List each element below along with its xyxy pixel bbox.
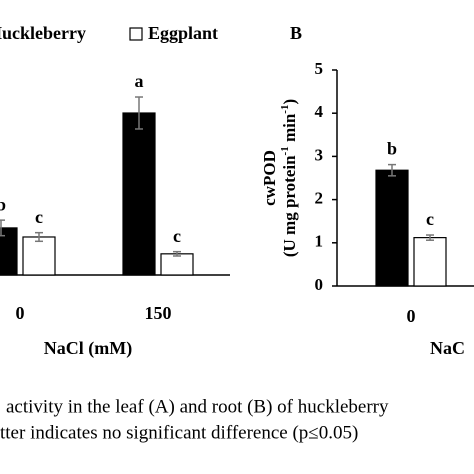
legend-label: Eggplant <box>148 23 218 43</box>
y-axis-units: (U mg protein-1 min-1) <box>279 99 299 257</box>
legend-label: Huckleberry <box>0 23 86 43</box>
bar <box>413 237 447 287</box>
significance-letter: a <box>135 71 144 91</box>
significance-letter: b <box>387 139 397 159</box>
y-tick-label: 0 <box>315 275 324 294</box>
x-axis-title: NaC <box>430 338 465 358</box>
bar <box>122 112 156 276</box>
bar <box>22 236 56 276</box>
significance-letter: c <box>173 226 181 246</box>
legend-swatch <box>129 27 143 41</box>
y-tick-label: 5 <box>315 59 324 78</box>
caption-line: activity in the leaf (A) and root (B) of… <box>6 396 389 417</box>
significance-letter: c <box>35 207 43 227</box>
y-axis-title: cwPOD <box>260 150 279 206</box>
superscript: -1 <box>279 146 291 155</box>
x-tick-label: 0 <box>16 303 25 323</box>
y-tick-label: 3 <box>315 145 324 164</box>
significance-letter: b <box>0 194 6 214</box>
y-tick-label: 2 <box>315 189 324 208</box>
bar <box>375 169 409 287</box>
units-part: (U mg protein <box>280 155 299 257</box>
x-tick-label: 0 <box>407 306 416 326</box>
units-part: ) <box>280 99 299 105</box>
significance-letter: c <box>426 209 434 229</box>
caption-line: tter indicates no significant difference… <box>0 422 358 443</box>
y-tick-label: 1 <box>315 232 324 251</box>
units-part: min <box>280 113 299 146</box>
superscript: -1 <box>279 105 291 114</box>
x-tick-label: 150 <box>145 303 172 323</box>
panel-label: B <box>290 23 302 43</box>
y-tick-label: 4 <box>315 102 324 121</box>
x-axis-title: NaCl (mM) <box>44 338 132 359</box>
bar <box>160 253 194 276</box>
